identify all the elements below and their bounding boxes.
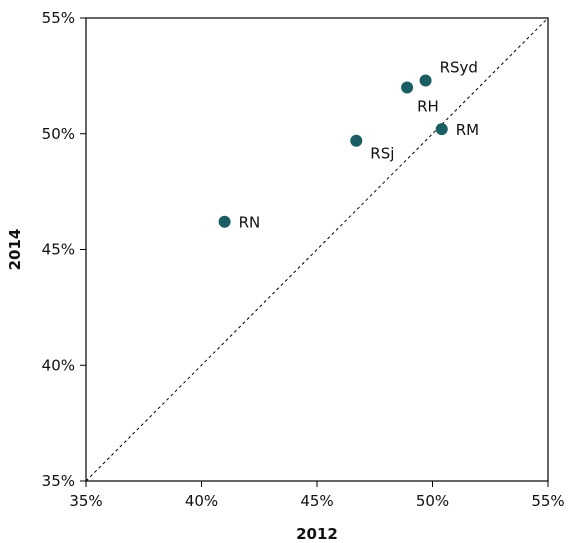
y-tick-label: 35% [42,472,75,490]
x-tick-label: 50% [416,492,449,510]
x-tick-label: 40% [185,492,218,510]
x-axis-ticks: 35% 40% 45% 50% 55% [69,481,565,510]
diagonal-reference-line [85,17,549,482]
data-point-rh [401,81,414,94]
data-label-rsj: RSj [370,145,394,163]
data-point-rsj [350,134,363,147]
y-tick-label: 45% [42,241,75,259]
y-axis-ticks: 35% 40% 45% 50% 55% [42,9,86,490]
data-label-rh: RH [417,97,439,115]
data-points [218,74,448,228]
data-point-rn [218,215,231,228]
data-label-rn: RN [239,214,261,232]
data-label-rsyd: RSyd [440,59,478,77]
x-axis-title: 2012 [296,525,338,543]
x-tick-label: 55% [531,492,564,510]
x-tick-label: 45% [300,492,333,510]
data-point-rsyd [419,74,432,87]
y-axis-title: 2014 [6,229,24,271]
data-label-rm: RM [456,121,479,139]
plot-area-frame [85,17,549,482]
y-tick-label: 40% [42,356,75,374]
x-tick-label: 35% [69,492,102,510]
data-point-rm [435,123,448,136]
y-tick-label: 50% [42,125,75,143]
y-tick-label: 55% [42,9,75,27]
data-labels: RSyd RH RM RSj RN [239,59,480,232]
